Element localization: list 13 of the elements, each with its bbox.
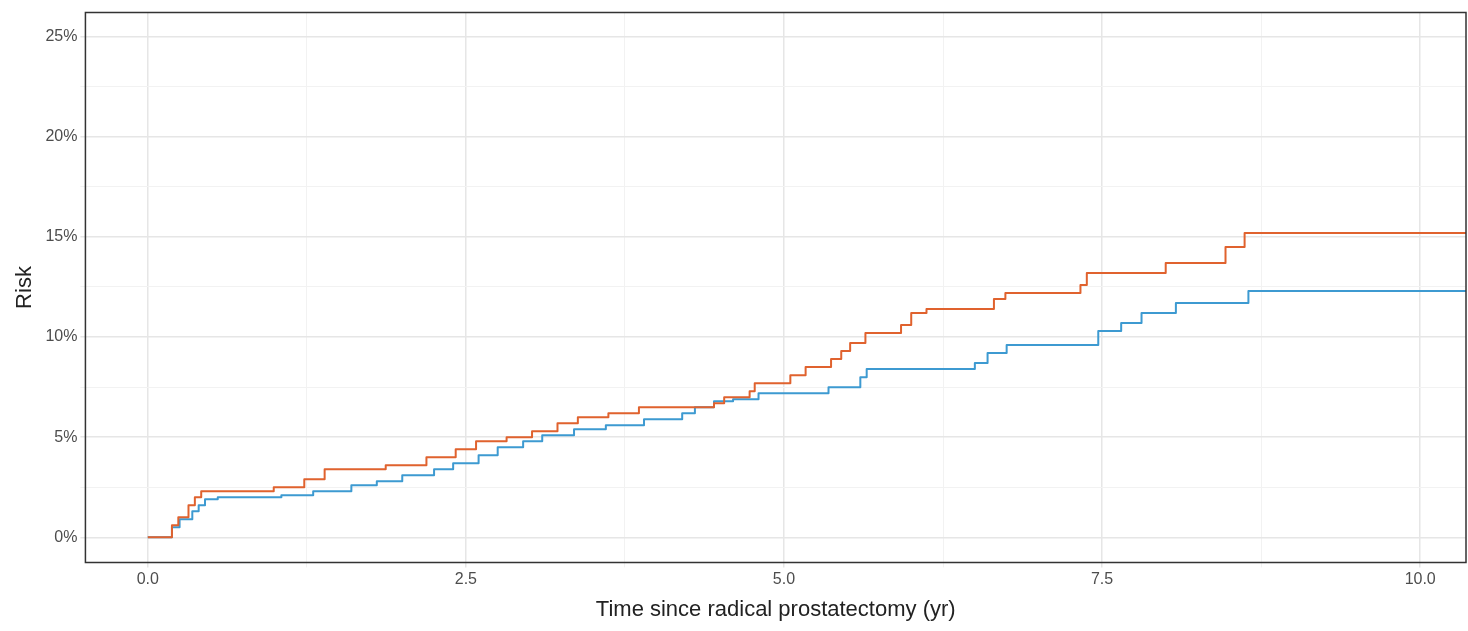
x-tick-label: 2.5 xyxy=(454,570,478,588)
x-tick-label: 7.5 xyxy=(1090,570,1114,588)
x-tick-label: 5.0 xyxy=(772,570,796,588)
x-tick-label: 0.0 xyxy=(136,570,159,588)
y-tick-label: 10% xyxy=(45,327,78,345)
x-axis-title: Time since radical prostatectomy (yr) xyxy=(595,595,956,621)
y-tick-label: 20% xyxy=(45,127,78,145)
y-tick-label: 25% xyxy=(45,27,78,45)
y-tick-label: 15% xyxy=(45,227,78,245)
x-tick-label: 10.0 xyxy=(1404,570,1436,588)
y-tick-label: 0% xyxy=(54,527,78,545)
y-tick-label: 5% xyxy=(54,427,78,445)
y-axis-title: Risk xyxy=(11,265,37,309)
